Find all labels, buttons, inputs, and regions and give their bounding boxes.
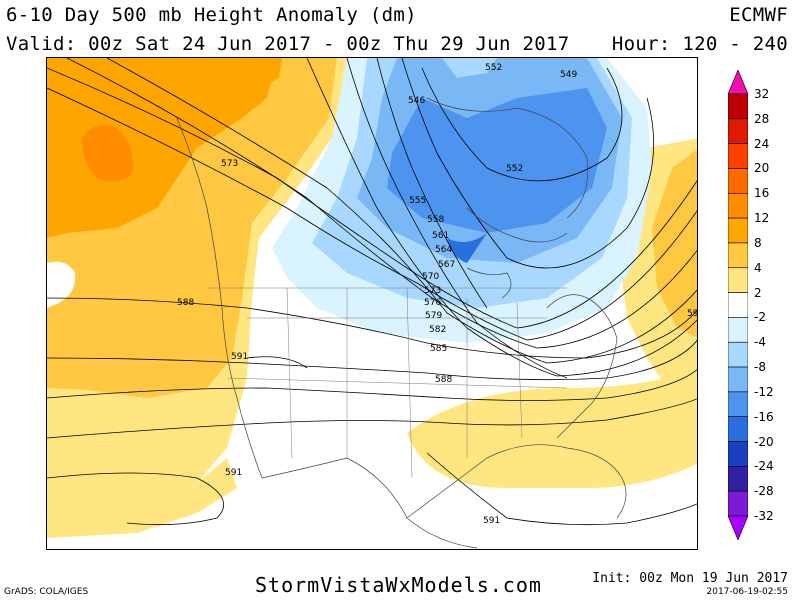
coastlines — [176, 97, 627, 549]
contour-label-573: 573 — [221, 159, 238, 169]
colorbar-tick-label: 32 — [754, 87, 770, 101]
colorbar-tick-label: -28 — [754, 484, 774, 499]
contour-label-591: 591 — [231, 352, 248, 362]
colorbar-segment — [728, 441, 748, 467]
anomaly-neg-12 — [387, 88, 607, 233]
contour-label-576: 576 — [424, 298, 441, 308]
colorbar-tick-label: 12 — [754, 211, 770, 226]
political-borders — [207, 287, 568, 479]
contour-label-546: 546 — [408, 96, 425, 106]
valid-period: Valid: 00z Sat 24 Jun 2017 - 00z Thu 29 … — [6, 33, 570, 55]
anomaly-pos-8-west — [47, 58, 277, 238]
colorbar-tick-label: -20 — [754, 434, 774, 449]
anomaly-neg-4-north — [442, 58, 497, 78]
colorbar-segment — [728, 416, 748, 442]
anomaly-pos-8-top — [197, 58, 282, 93]
timestamp: 2017-06-19-02:55 — [706, 587, 789, 597]
map-panel: 552 549 546 552 573 555 558 561 564 567 … — [46, 57, 698, 550]
colorbar-tick-label: -16 — [754, 409, 774, 424]
colorbar-segment — [728, 366, 748, 393]
contour-label-561: 561 — [432, 231, 449, 241]
anomaly-pos-2-southeast — [407, 368, 697, 488]
colorbar-tick-label: 20 — [754, 161, 770, 176]
anomaly-pos-2-southwest — [47, 458, 237, 538]
colorbar-segment — [728, 490, 748, 517]
site-name: StormVistaWxModels.com — [255, 573, 542, 597]
contour-label-567: 567 — [438, 260, 455, 270]
forecast-hour: Hour: 120 - 240 — [611, 33, 788, 55]
contour-label-570: 570 — [422, 272, 439, 282]
grads-credit: GrADS: COLA/IGES — [4, 587, 89, 597]
contour-label-591c: 591 — [483, 516, 500, 526]
colorbar — [728, 70, 748, 540]
colorbar-tick-label: 4 — [754, 260, 762, 275]
anomaly-pos-12-center — [82, 124, 133, 182]
colorbar-segment — [728, 267, 748, 293]
colorbar-tick-label: -4 — [754, 335, 766, 350]
contour-label-552: 552 — [485, 63, 502, 73]
colorbar-segment — [728, 242, 748, 269]
colorbar-segment — [728, 143, 748, 169]
anomaly-map: 552 549 546 552 573 555 558 561 564 567 … — [47, 58, 698, 549]
colorbar-segment — [728, 292, 748, 318]
contour-label-552b: 552 — [506, 164, 523, 174]
colorbar-segment — [728, 217, 748, 244]
contour-label-564: 564 — [435, 245, 452, 255]
anomaly-neutral-west — [47, 261, 76, 308]
colorbar-cap-bottom — [728, 515, 748, 540]
colorbar-tick-label: -24 — [754, 459, 774, 474]
contour-label-579: 579 — [425, 311, 442, 321]
contour-label-549: 549 — [560, 70, 577, 80]
contour-label-59: 59 — [687, 309, 698, 319]
colorbar-cap-top — [728, 70, 748, 95]
colorbar-segment — [728, 118, 748, 144]
colorbar-segment — [728, 192, 748, 219]
contour-label-555: 555 — [409, 196, 426, 206]
colorbar-segment — [728, 341, 748, 368]
contour-label-582: 582 — [429, 325, 446, 335]
colorbar-segment — [728, 168, 748, 194]
init-time: Init: 00z Mon 19 Jun 2017 — [592, 571, 788, 586]
contour-label-558: 558 — [427, 215, 444, 225]
colorbar-tick-label: 28 — [754, 111, 770, 126]
colorbar-tick-label: -32 — [754, 509, 774, 523]
model-name: ECMWF — [729, 4, 788, 26]
contour-label-585: 585 — [430, 344, 447, 354]
colorbar-tick-label: -8 — [754, 360, 766, 375]
anomaly-pos-4-east — [652, 149, 697, 338]
contour-label-588b: 588 — [435, 375, 452, 385]
colorbar-tick-label: 24 — [754, 136, 770, 151]
map-title: 6-10 Day 500 mb Height Anomaly (dm) — [6, 4, 417, 26]
colorbar-segment — [728, 93, 748, 120]
colorbar-ticks: 32 28 24 20 16 12 8 4 2 -2 -4 -8 -12 -16 -20 -24 -28 -32 — [754, 70, 794, 550]
contour-label-573b: 573 — [424, 286, 441, 296]
height-contours — [47, 58, 697, 526]
colorbar-segment — [728, 317, 748, 343]
colorbar-segment — [728, 391, 748, 418]
contour-labels: 552 549 546 552 573 555 558 561 564 567 … — [177, 63, 698, 526]
colorbar-tick-label: 8 — [754, 235, 762, 250]
colorbar-tick-label: 2 — [754, 285, 762, 300]
colorbar-tick-label: 16 — [754, 186, 770, 201]
colorbar-segment — [728, 466, 748, 492]
contour-label-591b: 591 — [225, 468, 242, 478]
anomaly-neg-16 — [447, 233, 487, 263]
colorbar-tick-label: -12 — [754, 384, 774, 399]
colorbar-tick-label: -2 — [754, 310, 766, 325]
contour-label-588: 588 — [177, 298, 194, 308]
